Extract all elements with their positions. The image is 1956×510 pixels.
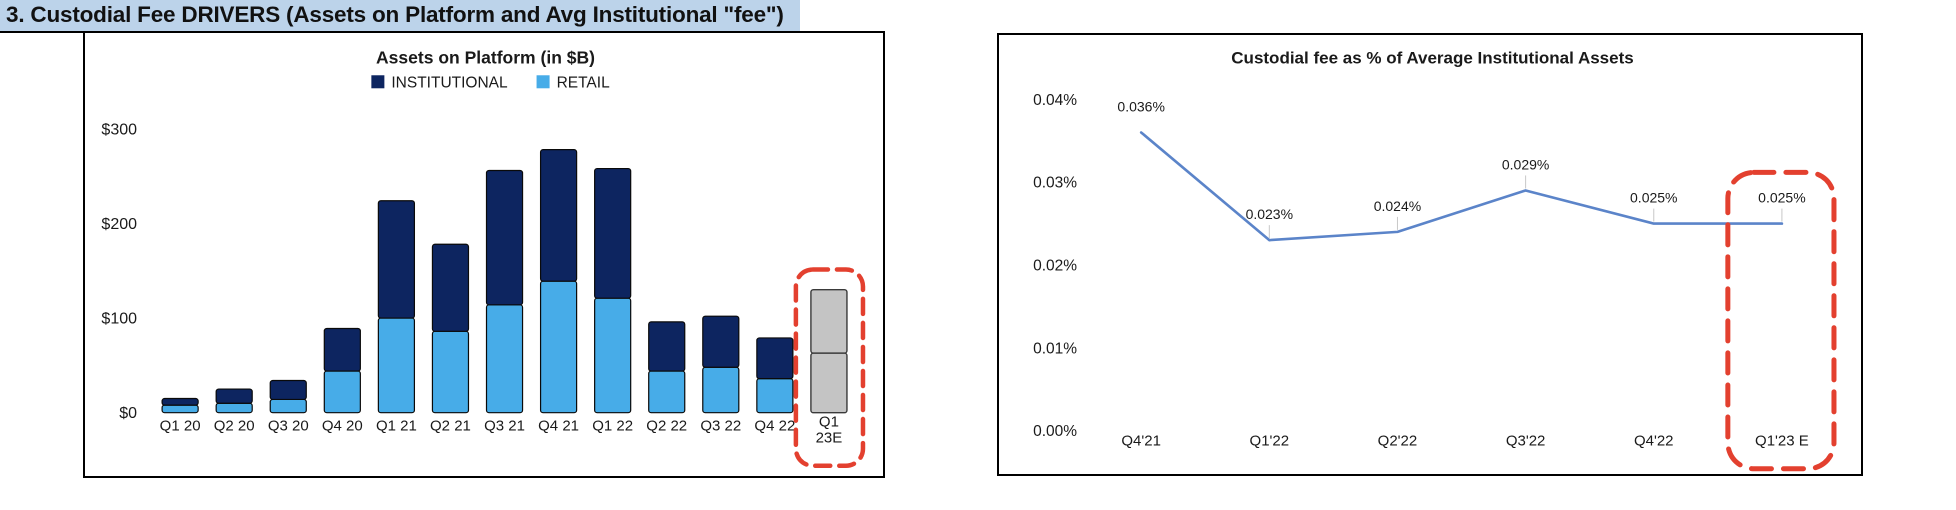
legend-label-institutional: INSTITUTIONAL [391, 74, 508, 91]
legend-label-retail: RETAIL [557, 74, 610, 91]
y-axis-tick-label: $0 [119, 404, 137, 422]
data-point-label: 0.029% [1502, 156, 1549, 172]
bar-segment-retail [756, 378, 794, 414]
data-point-label: 0.036% [1117, 98, 1164, 114]
estimate-highlight-box [793, 267, 866, 469]
x-axis-category-label: Q1'22 [1250, 433, 1290, 450]
x-axis-category-label: Q3 22 [700, 418, 741, 435]
x-axis-category-label: Q3'22 [1506, 433, 1546, 450]
x-axis-category-label: Q2'22 [1378, 433, 1418, 450]
bar-segment-institutional [269, 379, 307, 401]
x-axis-category-label: Q3 20 [268, 418, 309, 435]
bar-segment-institutional [594, 167, 632, 299]
bar-segment-institutional [648, 321, 686, 372]
trend-line [1139, 131, 1784, 242]
y-axis-tick-label: 0.01% [1033, 340, 1077, 357]
bar-segment-institutional [377, 200, 416, 319]
bar-segment-retail [594, 297, 632, 414]
x-axis-category-label: Q4'22 [1634, 433, 1674, 450]
legend-swatch-retail-icon [536, 75, 550, 89]
x-axis-category-label: Q2 21 [430, 418, 471, 435]
bar-chart-title: Assets on Platform (in $B) [376, 47, 595, 67]
assets-on-platform-chart-panel: Assets on Platform (in $B) INSTITUTIONAL R… [83, 31, 885, 478]
bar-segment-retail [431, 330, 470, 414]
x-axis-category-label: Q4 22 [754, 418, 795, 435]
data-point-label: 0.024% [1374, 198, 1421, 214]
assets-bar-chart: Assets on Platform (in $B) INSTITUTIONAL R… [101, 47, 866, 469]
x-axis-category-label: Q1'23 E [1755, 433, 1809, 450]
bar-segment-institutional [431, 243, 470, 332]
y-axis-tick-label: $200 [101, 215, 137, 233]
custodial-fee-chart-panel: Custodial fee as % of Average Institutio… [997, 33, 1863, 476]
bar-segment-retail [377, 317, 416, 414]
y-axis-tick-label: $100 [101, 310, 137, 328]
y-axis-tick-label: 0.04% [1033, 92, 1077, 109]
x-axis-category-label: Q2 20 [214, 418, 255, 435]
y-axis-tick-label: 0.03% [1033, 175, 1077, 192]
page-title: 3. Custodial Fee DRIVERS (Assets on Plat… [0, 0, 800, 33]
estimate-bar-segment [810, 352, 848, 414]
bar-segment-institutional [485, 169, 524, 306]
x-axis-category-label: Q3 21 [484, 418, 525, 435]
custodial-fee-line-chart: Custodial fee as % of Average Institutio… [1033, 48, 1837, 472]
bar-segment-retail [485, 304, 524, 414]
bar-segment-institutional [539, 149, 578, 282]
x-axis-category-label-estimate: Q1 23E [816, 414, 843, 447]
x-axis-category-label: Q4'21 [1121, 433, 1161, 450]
bar-segment-retail [269, 398, 307, 414]
y-axis-tick-label: 0.02% [1033, 258, 1077, 275]
x-axis-category-label: Q1 21 [376, 418, 417, 435]
bar-segment-institutional [161, 397, 199, 406]
x-axis-category-label: Q4 21 [538, 418, 579, 435]
legend-swatch-institutional-icon [371, 75, 385, 89]
estimate-bar-segment [810, 288, 848, 354]
x-axis-category-label: Q1 22 [592, 418, 633, 435]
estimate-highlight-box [1725, 169, 1837, 472]
bar-segment-retail [702, 366, 740, 414]
bar-segment-institutional [323, 327, 361, 372]
x-axis-category-label: Q1 20 [160, 418, 201, 435]
bar-segment-institutional [215, 388, 253, 404]
bar-segment-institutional [702, 315, 740, 368]
bar-segment-retail [215, 402, 253, 414]
data-point-label: 0.025% [1630, 190, 1677, 206]
bar-segment-retail [323, 370, 361, 414]
data-point-label: 0.025% [1758, 190, 1805, 206]
data-point-label: 0.023% [1246, 206, 1293, 222]
x-axis-category-label: Q4 20 [322, 418, 363, 435]
bar-segment-retail [539, 280, 578, 414]
line-chart-title: Custodial fee as % of Average Institutio… [1231, 48, 1633, 67]
bar-segment-institutional [756, 337, 794, 380]
x-axis-category-label: Q2 22 [646, 418, 687, 435]
y-axis-tick-label: 0.00% [1033, 423, 1077, 440]
y-axis-tick-label: $300 [101, 120, 137, 138]
bar-segment-retail [161, 404, 199, 414]
bar-segment-retail [648, 370, 686, 414]
